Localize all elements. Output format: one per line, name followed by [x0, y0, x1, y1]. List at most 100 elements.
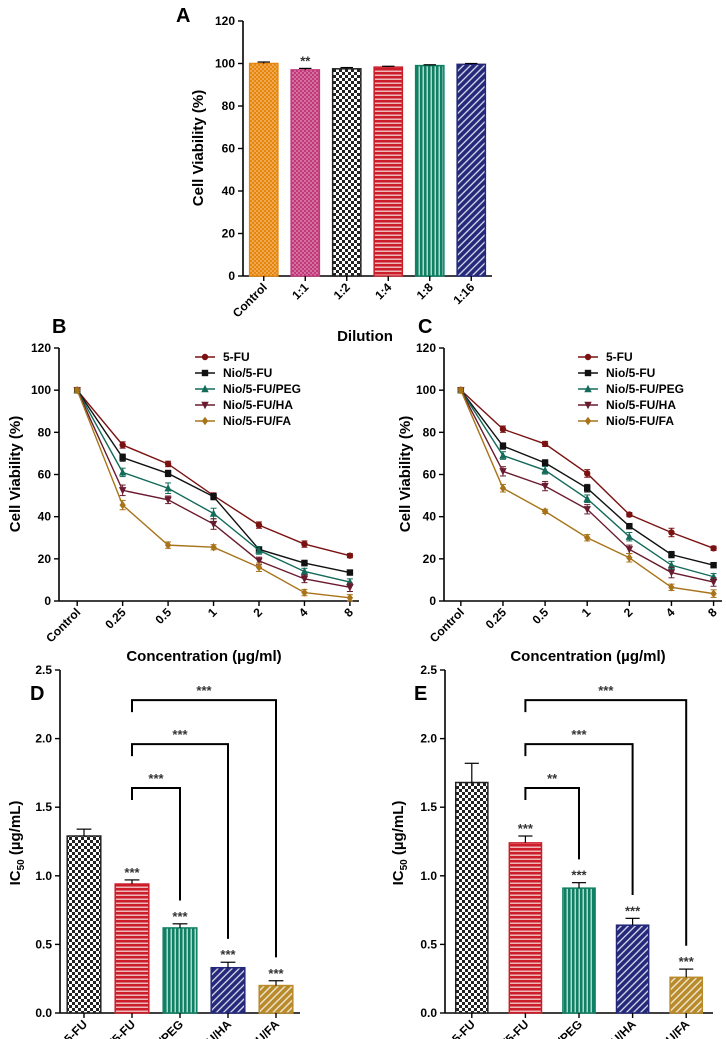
- panel-c-legend-label: Nio/5-FU/PEG: [606, 382, 684, 396]
- panel-b-legend-label: 5-FU: [223, 350, 250, 364]
- panel-c-data-point: [625, 532, 634, 540]
- panel-b-y-tick-label: 20: [38, 552, 52, 566]
- panel-c-y-tick-label: 100: [416, 383, 436, 397]
- panel-b-data-point: [164, 460, 172, 468]
- panel-b-xlabel: Concentration (µg/ml): [126, 648, 281, 665]
- panel-c-data-point: [541, 459, 549, 467]
- panel-c-x-tick-label: 8: [705, 605, 720, 620]
- panel-c-data-point: [499, 451, 507, 459]
- panel-c-data-point: [626, 553, 633, 562]
- panel-e-ylabel: IC50 (µg/mL): [390, 801, 410, 886]
- panel-a-significance-label: **: [300, 53, 311, 68]
- panel-c-data-point: [457, 385, 465, 395]
- panel-b-plot: 0 20 40 60 80 100 120 Control 0.25 0.5 1 2 4 8: [31, 341, 359, 645]
- panel-d-bar: [66, 835, 102, 1014]
- panel-c-data-point: [626, 511, 633, 518]
- panel-b-data-point: [209, 520, 218, 529]
- panel-c-data-point: [499, 484, 507, 493]
- panel-e-bar: [508, 842, 543, 1014]
- panel-e-x-tick-label: Nio/5-FU: [487, 1017, 532, 1039]
- panel-a-x-tick-label: 1:4: [372, 280, 394, 302]
- panel-e-y-tick-label: 0.5: [420, 937, 437, 951]
- panel-e-y-tick-label: 2.0: [420, 732, 437, 746]
- panel-a-y-tick-label: 40: [222, 184, 236, 198]
- panel-e-significance-bracket: [524, 699, 688, 946]
- panel-b-data-point: [301, 540, 308, 548]
- panel-b-series-line: [76, 389, 351, 583]
- panel-e-x-tick-label: 5-FU: [449, 1017, 478, 1039]
- panel-b-data-point: [210, 543, 217, 552]
- panel-d-significance-bracket: [131, 743, 229, 939]
- panel-c-data-point: [541, 440, 549, 448]
- panel-c-data-point: [584, 470, 591, 477]
- panel-d-bar: [162, 927, 198, 1014]
- panel-c-data-point: [499, 425, 507, 433]
- panel-b-data-point: [209, 509, 218, 517]
- panel-d-bar: [258, 984, 294, 1014]
- panel-e-y-tick-label: 1.5: [420, 800, 437, 814]
- panel-c-x-tick-label: Control: [427, 605, 467, 645]
- panel-a-y-tick-label: 120: [215, 14, 235, 28]
- panel-b-y-tick-label: 60: [38, 468, 52, 482]
- panel-a-bar: [331, 68, 362, 277]
- panel-a-x-tick-label: Control: [230, 280, 270, 320]
- panel-c-legend-label: Nio/5-FU: [606, 366, 655, 380]
- panel-b-data-point: [164, 484, 172, 492]
- panel-c-y-tick-label: 120: [416, 341, 436, 355]
- panel-c-data-point: [541, 482, 549, 491]
- panel-a-x-tick-label: 1:8: [414, 280, 436, 302]
- panel-b-data-point: [255, 546, 263, 554]
- panel-c-legend-marker: [584, 416, 592, 426]
- panel-c-data-point: [668, 529, 675, 536]
- panel-letter-d: D: [30, 683, 44, 705]
- panel-e-ylabel-main: IC: [390, 870, 407, 885]
- panel-e-significance-bracket: [524, 743, 634, 896]
- panel-c-data-point: [541, 466, 549, 474]
- panel-b-data-point: [300, 567, 309, 575]
- panel-e-y-tick-label: 1.0: [420, 869, 437, 883]
- panel-b-x-tick-label: 1: [205, 605, 220, 620]
- panel-b-data-point: [346, 593, 354, 603]
- panel-d-y-tick-label: 0.0: [35, 1006, 52, 1020]
- panel-d-ylabel-sub: 50: [16, 859, 27, 871]
- panel-a-chart: Cell Viability (%) Dilution 0 20 40 60 80 100…: [190, 14, 492, 345]
- panel-d-significance-label: ***: [124, 865, 140, 880]
- panel-b-data-point: [255, 563, 263, 572]
- panel-b-legend-label: Nio/5-FU: [223, 366, 272, 380]
- panel-b-series-line: [76, 389, 351, 588]
- panel-b-x-tick-label: 0.25: [102, 605, 129, 632]
- panel-e-bar: [669, 976, 704, 1014]
- panel-b-data-point: [301, 559, 308, 567]
- panel-c-x-tick-label: 1: [579, 605, 594, 620]
- panel-c-data-point: [709, 578, 718, 587]
- panel-b-y-tick-label: 100: [31, 383, 51, 397]
- panel-e-plot: 0.0 0.5 1.0 1.5 2.0 2.5 5-FU *** Nio/5-FU *** Nio/…: [420, 663, 713, 1039]
- panel-c-y-tick-label: 80: [423, 425, 437, 439]
- panel-c-data-point: [499, 442, 507, 450]
- panel-b-y-tick-label: 40: [38, 510, 52, 524]
- panel-c-data-point: [668, 583, 675, 592]
- panel-c-legend-marker: [584, 353, 592, 361]
- panel-c-data-point: [625, 546, 634, 554]
- panel-c-legend-label: 5-FU: [606, 350, 633, 364]
- panel-c-legend-marker: [584, 369, 592, 377]
- panel-e-x-tick-label: Nio/5-FU/FA: [634, 1017, 692, 1039]
- panel-a-bar: [456, 63, 487, 277]
- panel-b-data-point: [119, 454, 126, 461]
- panel-c-x-tick-label: 0.25: [483, 605, 510, 632]
- panel-d-bracket-label: ***: [148, 771, 164, 786]
- panel-b-legend-label: Nio/5-FU/FA: [223, 414, 291, 428]
- panel-b-legend-marker: [201, 401, 209, 410]
- panel-b-series-line: [76, 389, 351, 557]
- panel-e-y-tick-label: 2.5: [420, 663, 437, 677]
- panel-d-y-tick-label: 2.5: [35, 663, 52, 677]
- panel-letter-a: A: [176, 5, 190, 27]
- panel-c-data-point: [626, 522, 633, 530]
- panel-e-bracket-label: ***: [598, 683, 614, 698]
- panel-c-x-tick-label: 4: [663, 605, 678, 620]
- panel-c-data-point: [667, 569, 676, 577]
- panel-e-chart: IC50 (µg/mL) 0.0 0.5 1.0 1.5 2.0 2.5 5-FU *** Ni…: [390, 663, 713, 1039]
- panel-c-data-point: [499, 468, 507, 476]
- panel-b-legend-marker: [201, 416, 209, 426]
- panel-b-data-point: [118, 468, 127, 476]
